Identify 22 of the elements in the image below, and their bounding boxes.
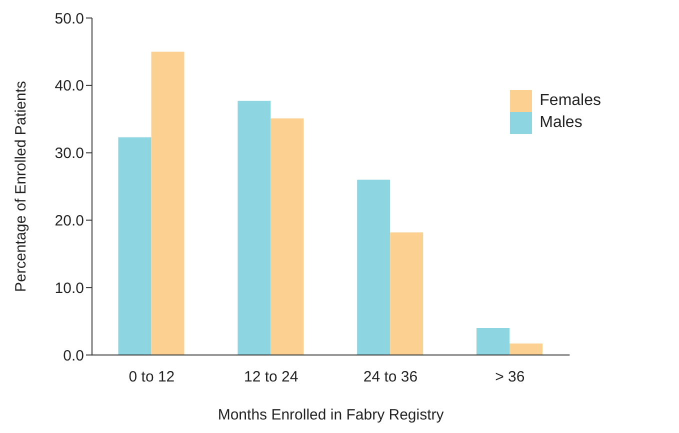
x-tick-label: 12 to 24 bbox=[244, 368, 298, 386]
bar bbox=[476, 328, 510, 355]
x-tick-label: > 36 bbox=[495, 368, 525, 386]
legend-label: Males bbox=[540, 114, 582, 132]
bar bbox=[238, 100, 271, 355]
bar bbox=[270, 118, 304, 355]
y-tick-label: 40.0 bbox=[54, 78, 84, 95]
x-axis-title: Months Enrolled in Fabry Registry bbox=[218, 406, 444, 424]
legend-label: Females bbox=[540, 92, 601, 110]
bar bbox=[151, 52, 184, 355]
y-tick-label: 50.0 bbox=[54, 10, 84, 28]
y-tick-label: 0.0 bbox=[63, 347, 84, 364]
bar bbox=[118, 137, 152, 355]
x-tick-label: 24 to 36 bbox=[363, 368, 418, 386]
y-axis-title: Percentage of Enrolled Patients bbox=[12, 81, 30, 292]
bar bbox=[390, 232, 424, 355]
bar bbox=[357, 180, 390, 355]
bar bbox=[510, 344, 542, 355]
y-tick-label: 10.0 bbox=[54, 280, 84, 297]
x-tick-label: 0 to 12 bbox=[128, 368, 175, 386]
y-tick-label: 30.0 bbox=[54, 145, 84, 162]
y-tick-label: 20.0 bbox=[54, 212, 84, 230]
